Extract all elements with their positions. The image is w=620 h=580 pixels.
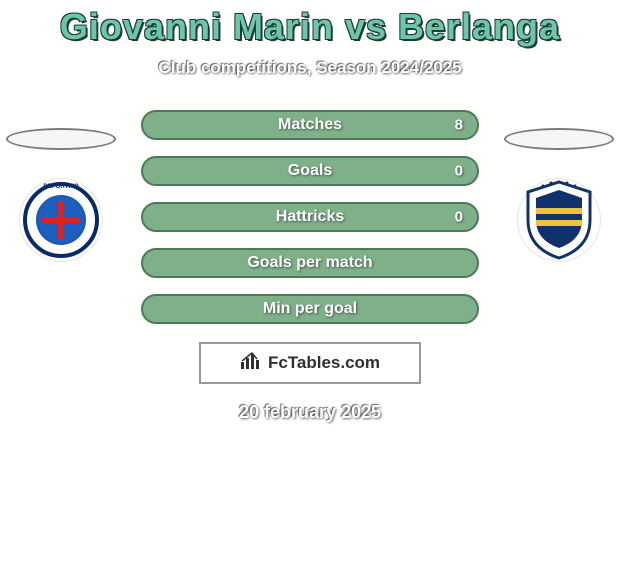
stat-value-right: 0 xyxy=(455,163,463,180)
page-subtitle: Club competitions, Season 2024/2025 xyxy=(0,58,620,78)
stat-label: Matches xyxy=(278,116,342,134)
date-text: 20 february 2025 xyxy=(0,402,620,423)
pachuca-logo-icon xyxy=(522,180,596,260)
stat-row: Min per goal xyxy=(141,294,479,324)
stat-row: Goals 0 xyxy=(141,156,479,186)
stat-row: Goals per match xyxy=(141,248,479,278)
brand-text: FcTables.com xyxy=(268,353,380,373)
stat-label: Min per goal xyxy=(263,300,357,318)
left-shadow-ellipse xyxy=(6,128,116,150)
cruz-azul-logo-icon: DEPORTIVO xyxy=(23,182,99,258)
stat-value-right: 0 xyxy=(455,209,463,226)
stat-label: Goals xyxy=(288,162,332,180)
stat-row: Matches 8 xyxy=(141,110,479,140)
stat-row: Hattricks 0 xyxy=(141,202,479,232)
right-shadow-ellipse xyxy=(504,128,614,150)
stat-value-right: 8 xyxy=(455,117,463,134)
stat-label: Goals per match xyxy=(247,254,372,272)
left-team-badge: DEPORTIVO xyxy=(20,179,102,261)
bar-chart-icon xyxy=(240,352,262,375)
right-team-badge xyxy=(518,179,600,261)
brand-box: FcTables.com xyxy=(199,342,421,384)
stat-label: Hattricks xyxy=(276,208,344,226)
page-title: Giovanni Marin vs Berlanga xyxy=(0,0,620,48)
